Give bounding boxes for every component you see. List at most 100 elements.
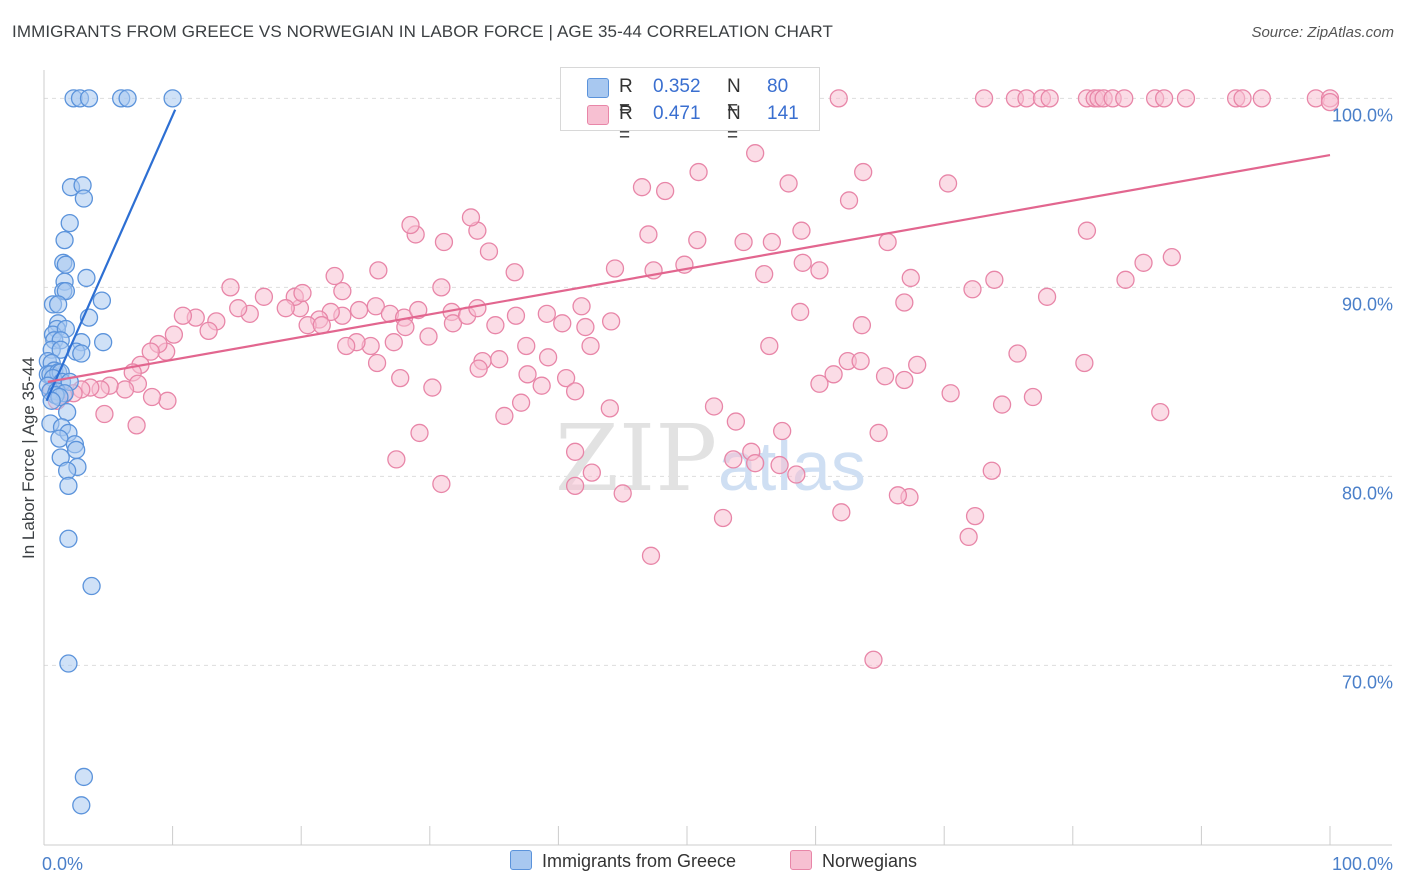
norway-point-148	[410, 423, 429, 443]
norway-point-27	[779, 174, 798, 193]
source-label: Source: ZipAtlas.com	[1251, 24, 1394, 41]
greece-trend-line	[45, 109, 177, 402]
watermark: ZIP atlas	[555, 405, 866, 512]
norway-point-123	[221, 278, 240, 297]
norway-point-96	[391, 368, 410, 388]
norway-point-87	[532, 376, 551, 395]
y-tick-label-80: 80.0%	[1342, 483, 1393, 503]
norway-point-60	[1151, 402, 1170, 422]
norway-point-58	[1075, 353, 1094, 373]
norway-point-84	[517, 336, 536, 356]
norway-point-59	[1023, 387, 1043, 407]
legend-norway-swatch	[790, 850, 812, 870]
norway-r-value: 0.471	[653, 103, 701, 124]
norway-point-120	[254, 287, 274, 306]
norway-point-2	[974, 89, 994, 108]
norway-point-29	[938, 174, 958, 193]
norway-point-107	[333, 282, 352, 301]
norway-point-145	[142, 387, 162, 407]
norway-point-162	[869, 423, 888, 443]
norway-point-116	[367, 353, 387, 373]
norway-point-90	[490, 350, 509, 369]
norway-point-159	[959, 527, 978, 547]
greece-n-value: 80	[767, 76, 789, 97]
norway-point-51	[895, 293, 914, 312]
norway-point-164	[824, 365, 843, 384]
x-tick-labels: 0.0% 100.0%	[42, 854, 1393, 874]
norway-point-157	[832, 503, 851, 522]
y-axis-label: In Labor Force | Age 35-44	[19, 357, 38, 559]
x-tick-label-left: 0.0%	[42, 854, 83, 874]
norway-point-57	[1008, 344, 1027, 363]
norway-point-106	[325, 266, 344, 286]
norway-point-38	[878, 232, 897, 252]
norway-point-152	[613, 484, 632, 503]
axes	[43, 70, 1392, 846]
norway-point-131	[141, 342, 160, 361]
norway-point-118	[312, 316, 331, 335]
norway-point-17	[1233, 89, 1252, 108]
norway-point-89	[518, 365, 537, 384]
greece-point-13	[77, 268, 96, 288]
legend-norway: Norwegians	[790, 850, 917, 872]
norway-point-167	[875, 367, 895, 386]
norway-point-76	[369, 261, 388, 280]
norway-point-12	[1115, 89, 1134, 108]
norway-point-70	[479, 242, 499, 261]
norway-point-72	[461, 208, 481, 227]
norway-point-33	[792, 221, 811, 240]
greece-r-label: R =	[619, 76, 633, 119]
legend-greece: Immigrants from Greece	[510, 850, 736, 872]
norway-point-172	[787, 465, 806, 484]
norway-point-48	[963, 280, 982, 299]
norway-point-21	[1320, 92, 1340, 112]
norway-point-154	[713, 508, 733, 528]
norway-point-170	[992, 395, 1012, 414]
norway-point-149	[387, 450, 406, 469]
norway-point-81	[468, 299, 487, 318]
norway-point-93	[495, 406, 514, 426]
norway-point-37	[762, 232, 782, 252]
greece-point-56	[67, 440, 86, 460]
chart-title: IMMIGRANTS FROM GREECE VS NORWEGIAN IN L…	[12, 22, 833, 41]
norway-point-32	[1077, 221, 1097, 240]
norway-point-177	[565, 442, 585, 461]
greece-point-49	[42, 391, 61, 410]
norway-point-63	[576, 317, 595, 337]
norway-point-42	[605, 259, 625, 278]
norway-point-67	[537, 304, 556, 323]
norway-point-18	[1252, 89, 1271, 108]
norway-point-171	[726, 412, 746, 431]
norway-point-161	[982, 461, 1001, 480]
norway-point-109	[366, 297, 385, 316]
norway-point-39	[1162, 247, 1181, 267]
norway-point-53	[1116, 270, 1135, 289]
norway-point-14	[1154, 89, 1174, 108]
norway-point-174	[724, 450, 743, 469]
norway-point-62	[704, 397, 724, 416]
greece-swatch	[587, 78, 609, 98]
norway-point-73	[434, 232, 454, 252]
norway-point-113	[419, 327, 438, 346]
norway-point-135	[115, 380, 135, 399]
norway-point-95	[423, 378, 442, 397]
norway-point-160	[965, 506, 985, 526]
norway-point-50	[1037, 287, 1057, 306]
norway-point-6	[1040, 89, 1059, 108]
greece-point-65	[72, 796, 91, 815]
norway-point-75	[401, 215, 420, 235]
greece-point-62	[82, 576, 101, 596]
x-tick-label-right: 100.0%	[1332, 854, 1393, 874]
norway-point-117	[337, 336, 356, 356]
greece-point-2	[79, 89, 99, 108]
greece-point-60	[59, 476, 78, 496]
norway-n-value: 141	[767, 103, 799, 124]
norway-point-15	[1176, 89, 1196, 108]
grid-lines	[44, 97, 1392, 666]
norway-point-4	[1017, 89, 1036, 108]
greece-point-10	[55, 230, 74, 250]
norway-point-40	[1134, 253, 1153, 272]
norway-point-169	[941, 384, 960, 403]
norway-point-55	[760, 336, 779, 356]
norway-point-35	[688, 230, 707, 250]
